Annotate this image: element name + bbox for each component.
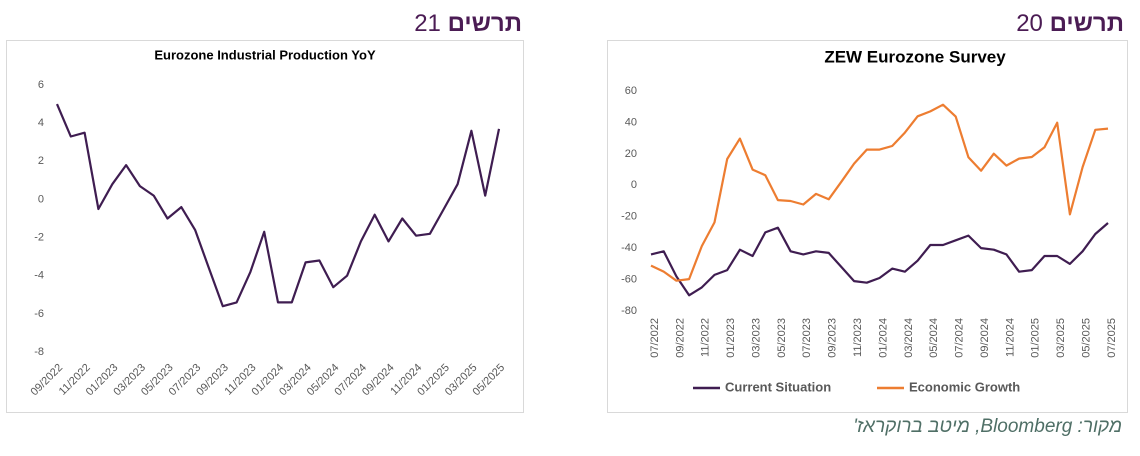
panel-heading: תרשים 20 — [1016, 10, 1124, 38]
x-tick-label: 01/2023 — [725, 318, 737, 358]
source-note: מקור: Bloomberg, מיטב ברוקראז' — [853, 416, 1122, 437]
x-tick-label: 11/2024 — [1004, 318, 1016, 357]
x-tick-label: 07/2024 — [954, 318, 966, 358]
x-tick-label: 01/2024 — [877, 318, 889, 358]
y-tick-label: 0 — [631, 179, 637, 191]
x-tick-label: 05/2023 — [776, 318, 788, 358]
y-tick-label: 2 — [38, 155, 44, 167]
panel-heading: תרשים 21 — [414, 10, 522, 38]
data-line — [650, 103, 1109, 282]
x-tick-label: 09/2023 — [827, 318, 839, 358]
x-tick-label: 07/2022 — [649, 318, 661, 358]
x-tick-label: 07/2023 — [801, 318, 813, 358]
panel-frame — [6, 40, 524, 413]
heading-number: 20 — [1016, 10, 1043, 37]
legend-label: Current Situation — [725, 379, 831, 394]
x-tick-label: 03/2023 — [750, 318, 762, 358]
data-line — [650, 222, 1109, 297]
y-tick-label: 0 — [38, 193, 44, 205]
x-tick-label: 07/2025 — [1106, 318, 1118, 358]
y-tick-label: -40 — [621, 242, 637, 254]
y-tick-label: -4 — [34, 270, 44, 282]
x-tick-label: 11/2022 — [700, 318, 712, 357]
heading-label: תרשים — [1049, 10, 1124, 37]
x-tick-label: 03/2025 — [1055, 318, 1067, 358]
y-tick-label: -2 — [34, 231, 44, 243]
panel-frame — [607, 40, 1128, 413]
legend-label: Economic Growth — [909, 379, 1020, 394]
x-tick-label: 11/2023 — [852, 318, 864, 357]
x-tick-label: 05/2025 — [1081, 318, 1093, 358]
y-tick-label: -8 — [34, 346, 44, 358]
y-tick-label: 40 — [625, 116, 637, 128]
y-tick-label: 60 — [625, 85, 637, 97]
y-tick-label: -80 — [621, 305, 637, 317]
y-tick-label: -6 — [34, 308, 44, 320]
chart-title: Eurozone Industrial Production YoY — [154, 47, 376, 62]
x-tick-label: 09/2024 — [979, 318, 991, 358]
y-tick-label: 4 — [38, 117, 44, 129]
x-tick-label: 09/2022 — [674, 318, 686, 358]
x-tick-label: 05/2024 — [928, 318, 940, 358]
y-tick-label: 6 — [38, 79, 44, 91]
heading-number: 21 — [414, 10, 441, 37]
x-tick-label: 03/2024 — [903, 318, 915, 358]
y-tick-label: 20 — [625, 148, 637, 160]
y-tick-label: -20 — [621, 211, 637, 223]
heading-label: תרשים — [447, 10, 522, 37]
chart-title: ZEW Eurozone Survey — [824, 47, 1006, 66]
data-line — [55, 103, 501, 308]
x-tick-label: 01/2025 — [1030, 318, 1042, 358]
y-tick-label: -60 — [621, 273, 637, 285]
